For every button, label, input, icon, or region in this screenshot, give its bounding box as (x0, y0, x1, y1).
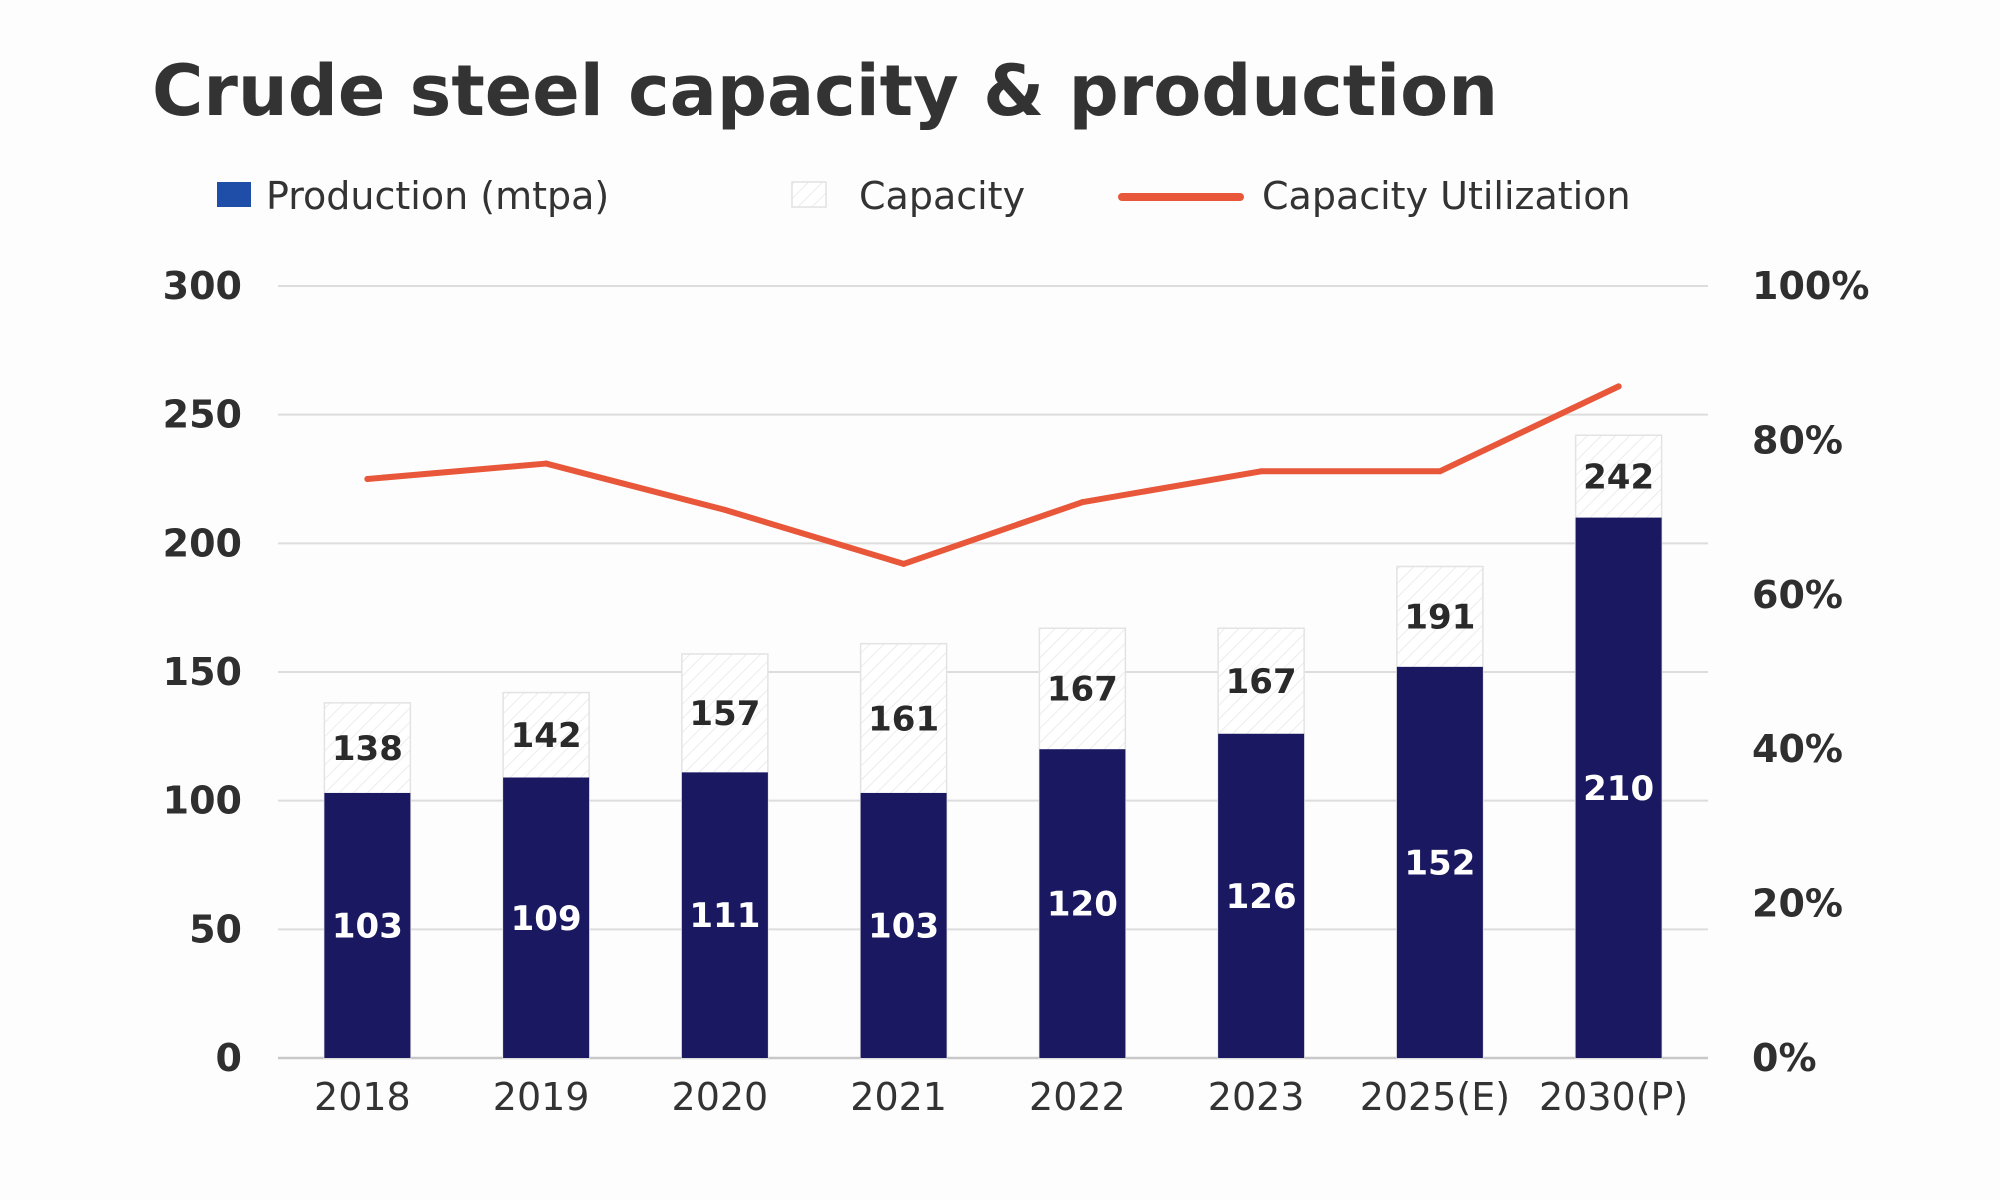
y-left-tick-label: 0 (216, 1036, 242, 1080)
y-right-tick-label: 60% (1752, 573, 1843, 617)
production-bar (324, 792, 411, 1058)
x-tick-label: 2021 (850, 1075, 947, 1119)
y-left-tick-label: 100 (163, 779, 242, 823)
utilization-point (543, 460, 550, 467)
utilization-point (364, 476, 371, 482)
utilization-point (1258, 468, 1265, 475)
right-axis: 0% 20% 40% 60% 80% 100% (1752, 264, 1869, 1080)
y-right-tick-label: 100% (1752, 264, 1869, 308)
production-value-label: 103 (332, 906, 403, 946)
gridlines (278, 285, 1708, 1060)
capacity-value-label: 138 (332, 729, 403, 769)
legend-swatch-capacity (791, 181, 827, 208)
y-left-tick-label: 50 (189, 907, 242, 951)
production-bar (1039, 749, 1126, 1058)
x-tick-label: 2022 (1029, 1075, 1126, 1119)
production-value-label: 120 (1047, 885, 1118, 925)
y-right-tick-label: 20% (1752, 882, 1843, 926)
y-left-tick-label: 250 (163, 393, 242, 437)
utilization-point (721, 506, 728, 513)
production-value-label: 111 (689, 896, 760, 936)
data-labels: 138 103 142 109 157 111 161 103 167 120 167 126 191 1… (332, 457, 1654, 946)
utilization-point (900, 560, 907, 567)
production-value-label: 152 (1404, 843, 1475, 883)
production-value-label: 109 (511, 899, 582, 939)
bars (323, 434, 1663, 1059)
legend-label-production: Production (mtpa) (266, 174, 609, 218)
legend-label-utilization: Capacity Utilization (1262, 174, 1631, 218)
utilization-point (1615, 383, 1622, 390)
capacity-value-label: 191 (1404, 598, 1475, 638)
legend: Production (mtpa) Capacity Capacity Util… (217, 174, 1631, 218)
y-left-tick-label: 200 (163, 521, 242, 565)
capacity-value-label: 142 (511, 716, 582, 756)
utilization-point (1079, 499, 1086, 506)
production-bar (503, 777, 590, 1058)
x-tick-label: 2019 (493, 1075, 590, 1119)
production-bar (681, 772, 768, 1058)
capacity-value-label: 161 (868, 699, 939, 739)
production-bar (860, 792, 947, 1058)
production-value-label: 210 (1583, 769, 1654, 809)
x-tick-label: 2025(E) (1360, 1075, 1510, 1119)
y-left-tick-label: 300 (163, 264, 242, 308)
legend-label-capacity: Capacity (859, 174, 1025, 218)
x-tick-label: 2030(P) (1539, 1075, 1688, 1119)
y-right-tick-label: 40% (1752, 727, 1843, 771)
capacity-value-label: 242 (1583, 457, 1654, 497)
y-right-tick-label: 0% (1752, 1036, 1817, 1080)
production-bar (1575, 517, 1662, 1058)
x-tick-label: 2023 (1208, 1075, 1305, 1119)
left-axis: 0 50 100 150 200 250 300 (163, 264, 242, 1080)
capacity-value-label: 167 (1226, 662, 1297, 702)
y-left-tick-label: 150 (163, 650, 242, 694)
production-bar (1218, 733, 1305, 1058)
utilization-points (364, 383, 1622, 567)
capacity-value-label: 157 (689, 694, 760, 734)
utilization-line (364, 383, 1622, 567)
capacity-value-label: 167 (1047, 670, 1118, 710)
utilization-point (1436, 468, 1443, 475)
chart-title: Crude steel capacity & production (152, 50, 1498, 132)
x-axis: 2018 2019 2020 2021 2022 2023 2025(E) 2030(P) (314, 1075, 1688, 1119)
legend-swatch-production (217, 182, 251, 207)
y-right-tick-label: 80% (1752, 418, 1843, 462)
x-tick-label: 2020 (672, 1075, 769, 1119)
production-value-label: 126 (1226, 877, 1297, 917)
production-value-label: 103 (868, 906, 939, 946)
production-bar (1396, 666, 1483, 1058)
x-tick-label: 2018 (314, 1075, 411, 1119)
